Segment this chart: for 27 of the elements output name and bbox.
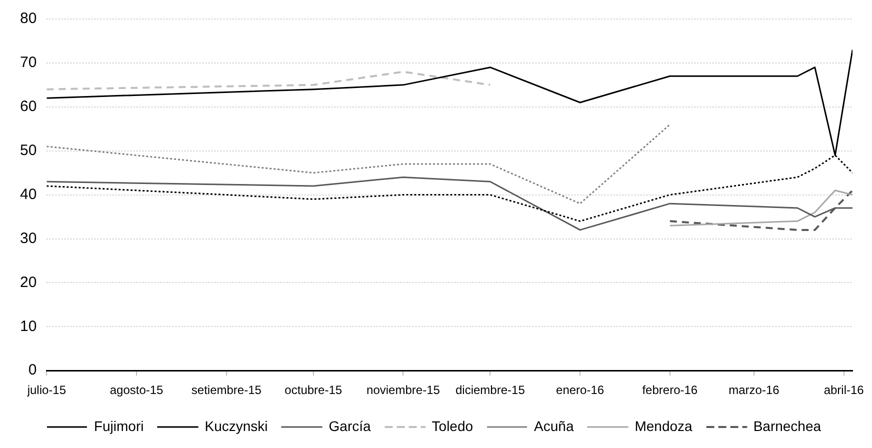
y-tick-label: 40 (20, 186, 37, 203)
line-series (46, 124, 671, 204)
legend-label: García (328, 418, 371, 434)
x-tick-label: abril-16 (824, 383, 864, 398)
x-tick-label: febrero-16 (642, 383, 698, 398)
x-tick-label: diciembre-15 (456, 383, 526, 398)
x-tick-label: octubre-15 (284, 383, 342, 398)
legend-label: Mendoza (634, 418, 693, 434)
x-tick-label: agosto-15 (110, 383, 164, 398)
legend-label: Fujimori (94, 418, 144, 434)
x-tick-label: enero-16 (556, 383, 604, 398)
y-tick-label: 30 (20, 230, 37, 247)
x-tick-label: julio-15 (26, 383, 66, 398)
y-tick-label: 0 (28, 362, 37, 379)
legend-label: Barnechea (753, 418, 822, 434)
y-tick-label: 60 (20, 98, 37, 116)
y-tick-label: 80 (20, 10, 37, 28)
legend-label: Toledo (432, 418, 474, 434)
y-tick-label: 20 (20, 274, 37, 291)
y-tick-label: 70 (20, 54, 37, 72)
legend-label: Acuña (534, 418, 574, 434)
x-tick-label: setiembre-15 (191, 383, 262, 398)
y-tick-label: 50 (20, 142, 37, 159)
x-tick-label: marzo-16 (728, 383, 780, 398)
legend-label: Kuczynski (204, 418, 268, 434)
y-tick-label: 10 (20, 318, 37, 335)
x-tick-label: noviembre-15 (366, 383, 440, 398)
